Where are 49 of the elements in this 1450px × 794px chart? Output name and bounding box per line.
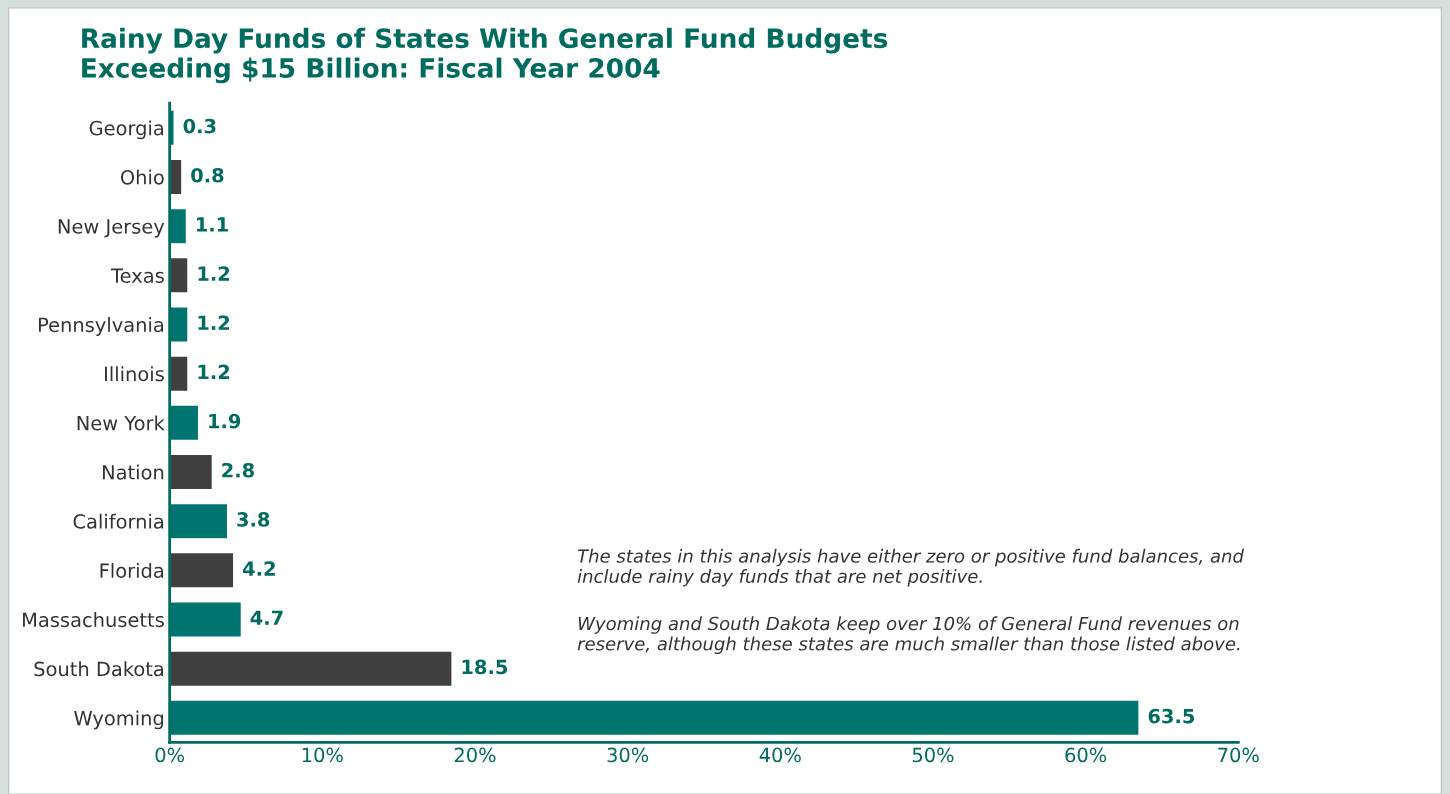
y-tick-label: California [73,513,164,529]
data-label: 2.8 [222,462,254,478]
chart-title: Rainy Day Funds of States With General Fund Budgets Exceeding $15 Billion: Fiscal Year 2004 [82,27,888,84]
bar [169,453,214,491]
data-label: 4.7 [250,610,283,625]
y-tick-label: Wyoming [74,710,164,730]
x-tick-label: 0% [155,747,184,763]
bar [169,699,1140,737]
bar [169,551,235,589]
y-tick-label: Ohio [120,169,164,185]
bar [169,650,453,688]
y-tick-label: Florida [100,562,164,578]
data-label: 1.9 [209,413,241,429]
annotation: The states in this analysis have either zero or positive fund balances, and include rainy day funds that are net positive. [577,548,1245,587]
data-label: 63.5 [1148,708,1195,724]
data-label: 3.8 [237,512,270,527]
data-label: 1.2 [198,364,230,379]
y-tick-label: New York [77,415,165,431]
data-label: 1.2 [198,315,230,330]
y-tick-label: Massachusetts [23,612,164,628]
bar [169,502,229,540]
data-label: 0.3 [183,118,216,134]
data-label: 4.2 [242,561,275,576]
data-label: 0.8 [191,167,224,183]
y-tick-label: Illinois [105,366,164,382]
y-tick-label: Georgia [89,120,164,140]
bar [169,256,189,294]
x-tick-label: 50% [912,747,954,763]
y-tick-label: Texas [110,268,164,283]
y-tick-label: New Jersey [58,219,165,238]
x-tick-label: 70% [1218,747,1259,763]
bar [169,601,243,638]
x-tick-label: 20% [454,747,496,763]
x-tick-label: 40% [759,747,801,763]
data-label: 1.1 [196,217,228,232]
data-label: 18.5 [462,659,508,675]
bar [169,355,189,393]
bar [169,306,189,343]
x-tick-label: 60% [1065,747,1107,763]
x-tick-label: 10% [302,747,343,763]
x-tick-label: 30% [607,747,649,763]
bar [169,158,183,196]
data-label: 1.2 [198,266,230,281]
y-tick-label: Nation [102,464,164,480]
annotation: Wyoming and South Dakota keep over 10% of General Fund revenues on reserve, although these states are much smaller than those listed above. [577,616,1240,655]
bar [169,404,200,442]
y-tick-label: Pennsylvania [38,317,164,336]
bar [169,207,188,245]
y-tick-label: South Dakota [34,661,164,677]
